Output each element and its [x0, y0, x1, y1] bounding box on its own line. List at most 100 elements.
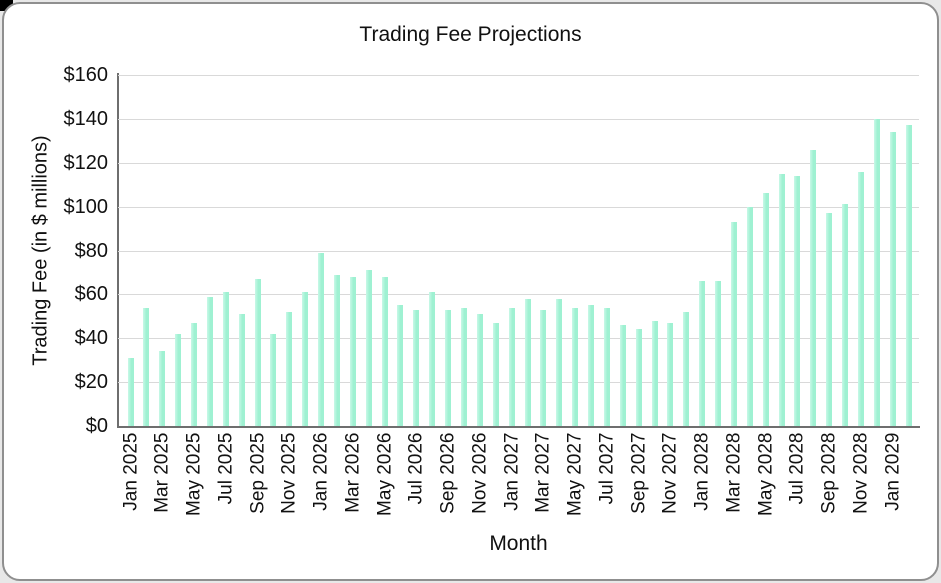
y-tick-label: $140 — [63, 107, 109, 130]
x-tick-label: Sep 2026 — [437, 432, 459, 514]
bar — [747, 207, 753, 426]
bar — [620, 325, 626, 426]
gridline — [118, 338, 919, 340]
bar — [779, 174, 785, 426]
gridline — [118, 250, 919, 252]
x-tick-label: Jan 2027 — [501, 432, 523, 511]
x-tick-label: Jul 2027 — [596, 432, 618, 505]
bar — [302, 292, 308, 426]
bar — [572, 308, 578, 426]
bar — [667, 323, 673, 426]
x-tick-label: Sep 2025 — [247, 432, 269, 514]
bar — [255, 279, 261, 426]
bar — [525, 299, 531, 426]
x-tick-label: Jul 2025 — [215, 432, 237, 505]
y-tick-label: $40 — [74, 327, 108, 350]
x-tick-label: Mar 2027 — [532, 432, 554, 513]
x-tick-label: Sep 2027 — [628, 432, 650, 514]
bar — [191, 323, 197, 426]
bar — [826, 213, 832, 426]
plot-area — [118, 75, 919, 426]
x-tick-label: Jan 2026 — [310, 432, 332, 511]
y-tick-label: $80 — [74, 239, 108, 262]
bar — [318, 253, 324, 426]
gridline — [118, 206, 919, 208]
bar — [858, 172, 864, 426]
x-tick-label: Jul 2028 — [786, 432, 808, 505]
bar — [207, 297, 213, 426]
bar — [413, 310, 419, 426]
x-tick-label: May 2028 — [755, 432, 777, 516]
bar — [588, 305, 594, 426]
y-tick-label: $0 — [85, 415, 108, 437]
y-tick-label: $120 — [63, 151, 109, 174]
x-axis-line — [117, 426, 920, 428]
y-tick-label: $60 — [74, 283, 108, 306]
y-axis-line — [117, 73, 119, 427]
gridline — [118, 162, 919, 164]
bar — [286, 312, 292, 426]
x-tick-label: May 2026 — [374, 432, 396, 516]
x-tick-label: Nov 2025 — [278, 432, 300, 514]
bar — [683, 312, 689, 426]
bar — [366, 270, 372, 426]
bar — [429, 292, 435, 426]
bar — [382, 277, 388, 426]
x-tick-label: Sep 2028 — [818, 432, 840, 514]
x-tick-label: Jan 2025 — [120, 432, 142, 511]
bar — [636, 329, 642, 426]
bar — [270, 334, 276, 426]
gridline — [118, 75, 919, 76]
gridline — [118, 118, 919, 120]
bar — [715, 281, 721, 426]
x-tick-label: Nov 2028 — [850, 432, 872, 514]
bar — [604, 308, 610, 426]
x-tick-label: Jan 2029 — [882, 432, 904, 511]
bar — [350, 277, 356, 426]
window-corner-artifact — [0, 0, 13, 11]
bar — [128, 358, 134, 426]
bar — [397, 305, 403, 426]
bar — [731, 222, 737, 426]
bar — [509, 308, 515, 426]
x-tick-label: Mar 2026 — [342, 432, 364, 513]
bar — [143, 308, 149, 426]
bar — [461, 308, 467, 426]
y-tick-label: $20 — [74, 371, 108, 394]
bar — [239, 314, 245, 426]
bar — [842, 204, 848, 426]
bar — [763, 193, 769, 426]
bar — [556, 299, 562, 426]
chart-title: Trading Fee Projections — [359, 23, 582, 46]
bar — [699, 281, 705, 426]
bar — [477, 314, 483, 426]
x-tick-label: Mar 2028 — [723, 432, 745, 513]
bar — [223, 292, 229, 426]
gridline — [118, 382, 919, 384]
bar — [540, 310, 546, 426]
y-tick-label: $100 — [63, 195, 109, 218]
x-tick-label: May 2027 — [564, 432, 586, 516]
x-tick-label: Jul 2026 — [405, 432, 427, 505]
x-tick-label: Mar 2025 — [151, 432, 173, 513]
bar — [445, 310, 451, 426]
bar — [334, 275, 340, 426]
y-tick-label: $160 — [63, 64, 109, 86]
x-axis-title: Month — [489, 532, 548, 555]
bar — [159, 351, 165, 426]
bar — [906, 125, 912, 426]
bar — [493, 323, 499, 426]
bar — [874, 119, 880, 426]
x-tick-label: May 2025 — [183, 432, 205, 516]
x-tick-label: Nov 2027 — [659, 432, 681, 514]
bar — [652, 321, 658, 426]
bar — [794, 176, 800, 426]
gridline — [118, 294, 919, 296]
bar — [890, 132, 896, 426]
x-tick-label: Jan 2028 — [691, 432, 713, 511]
bar — [810, 150, 816, 426]
x-tick-label: Nov 2026 — [469, 432, 491, 514]
bar — [175, 334, 181, 426]
